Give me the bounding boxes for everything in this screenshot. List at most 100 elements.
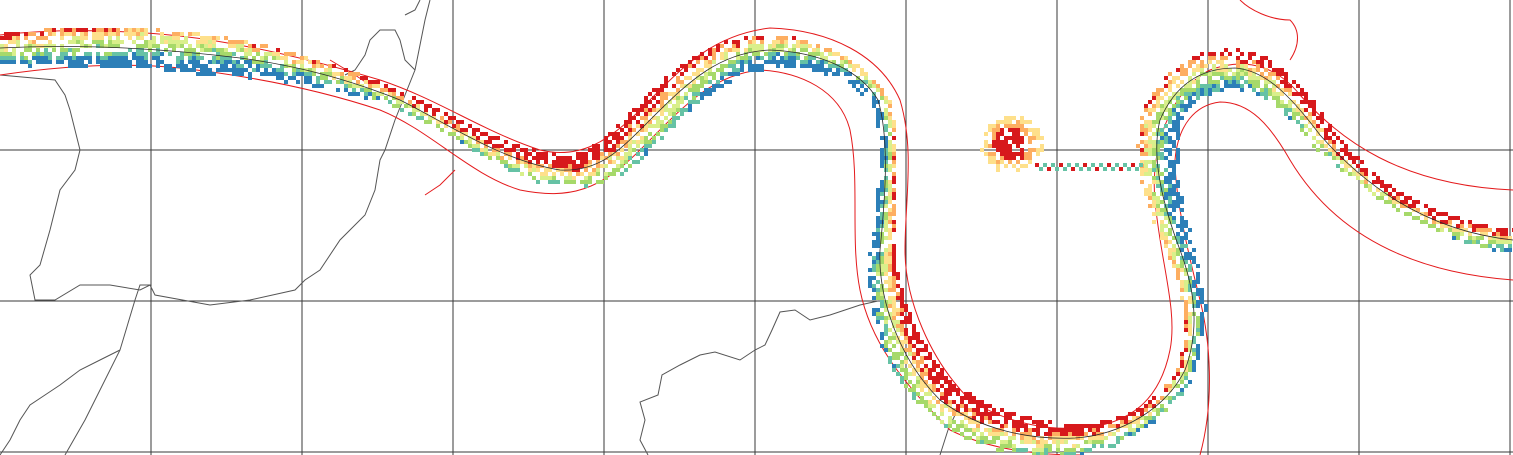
heatmap-cell bbox=[1160, 128, 1164, 132]
heatmap-cell bbox=[936, 388, 940, 392]
heatmap-cell bbox=[892, 316, 896, 320]
heatmap-cell bbox=[1040, 440, 1044, 444]
heatmap-cell bbox=[1172, 168, 1176, 172]
heatmap-cell bbox=[1224, 72, 1228, 76]
heatmap-cell bbox=[884, 220, 888, 224]
heatmap-cell bbox=[1500, 236, 1504, 240]
heatmap-cell bbox=[180, 52, 184, 56]
heatmap-cell bbox=[1184, 300, 1188, 304]
heatmap-cell bbox=[544, 168, 548, 172]
heatmap-cell bbox=[956, 392, 960, 396]
heatmap-cell bbox=[648, 124, 652, 128]
heatmap-cell bbox=[1156, 184, 1160, 188]
heatmap-cell bbox=[672, 120, 676, 124]
heatmap-cell bbox=[40, 52, 44, 56]
heatmap-cell bbox=[160, 60, 164, 64]
heatmap-cell bbox=[1172, 200, 1176, 204]
heatmap-cell bbox=[996, 436, 1000, 440]
heatmap-cell bbox=[1284, 72, 1288, 76]
heatmap-cell bbox=[1228, 84, 1232, 88]
heatmap-cell bbox=[1000, 144, 1004, 148]
heatmap-cell bbox=[580, 156, 584, 160]
heatmap-cell bbox=[924, 368, 928, 372]
heatmap-cell bbox=[1184, 344, 1188, 348]
heatmap-cell bbox=[1240, 52, 1244, 56]
heatmap-cell bbox=[1284, 112, 1288, 116]
heatmap-cell bbox=[232, 72, 236, 76]
heatmap-cell bbox=[512, 164, 516, 168]
heatmap-cell bbox=[1192, 336, 1196, 340]
heatmap-cell bbox=[420, 100, 424, 104]
heatmap-cell bbox=[1028, 160, 1032, 164]
heatmap-cell bbox=[1264, 96, 1268, 100]
heatmap-cell bbox=[1188, 96, 1192, 100]
heatmap-cell bbox=[1040, 452, 1044, 455]
heatmap-cell bbox=[1144, 124, 1148, 128]
heatmap-cell bbox=[636, 108, 640, 112]
heatmap-cell bbox=[1156, 148, 1160, 152]
heatmap-cell bbox=[1148, 112, 1152, 116]
heatmap-cell bbox=[1200, 64, 1204, 68]
heatmap-cell bbox=[988, 124, 992, 128]
heatmap-cell bbox=[1184, 348, 1188, 352]
heatmap-cell bbox=[1356, 156, 1360, 160]
heatmap-cell bbox=[940, 368, 944, 372]
heatmap-cell bbox=[1196, 88, 1200, 92]
heatmap-cell bbox=[308, 68, 312, 72]
heatmap-cell bbox=[1496, 240, 1500, 244]
heatmap-cell bbox=[1272, 88, 1276, 92]
heatmap-cell bbox=[244, 40, 248, 44]
heatmap-cell bbox=[1176, 68, 1180, 72]
heatmap-cell bbox=[1188, 100, 1192, 104]
heatmap-cell bbox=[1156, 92, 1160, 96]
heatmap-cell bbox=[868, 276, 872, 280]
heatmap-cell bbox=[1156, 176, 1160, 180]
heatmap-cell bbox=[1072, 432, 1076, 436]
heatmap-cell bbox=[1080, 428, 1084, 432]
heatmap-cell bbox=[1372, 192, 1376, 196]
heatmap-cell bbox=[1032, 420, 1036, 424]
heatmap-cell bbox=[92, 28, 96, 32]
heatmap-cell bbox=[168, 40, 172, 44]
heatmap-cell bbox=[144, 56, 148, 60]
heatmap-cell bbox=[1156, 116, 1160, 120]
heatmap-cell bbox=[164, 64, 168, 68]
heatmap-cell bbox=[1288, 92, 1292, 96]
heatmap-cell bbox=[640, 156, 644, 160]
heatmap-cell bbox=[196, 52, 200, 56]
heatmap-cell bbox=[568, 176, 572, 180]
heatmap-cell bbox=[1164, 388, 1168, 392]
heatmap-cell bbox=[652, 88, 656, 92]
heatmap-cell bbox=[568, 180, 572, 184]
heatmap-cell bbox=[888, 260, 892, 264]
heatmap-cell bbox=[716, 44, 720, 48]
heatmap-cell bbox=[128, 48, 132, 52]
heatmap-cell bbox=[276, 52, 280, 56]
heatmap-cell bbox=[792, 36, 796, 40]
heatmap-cell bbox=[72, 32, 76, 36]
heatmap-cell bbox=[1356, 164, 1360, 168]
heatmap-cell bbox=[804, 44, 808, 48]
heatmap-cell bbox=[876, 112, 880, 116]
heatmap-cell bbox=[88, 44, 92, 48]
heatmap-cell bbox=[896, 272, 900, 276]
heatmap-cell bbox=[1200, 68, 1204, 72]
heatmap-cell bbox=[512, 168, 516, 172]
heatmap-cell bbox=[872, 256, 876, 260]
heatmap-cell bbox=[688, 104, 692, 108]
heatmap-cell bbox=[488, 156, 492, 160]
heatmap-cell bbox=[992, 412, 996, 416]
heatmap-cell bbox=[828, 68, 832, 72]
heatmap-cell bbox=[200, 68, 204, 72]
heatmap-cell bbox=[536, 180, 540, 184]
heatmap-cell bbox=[1300, 92, 1304, 96]
heatmap-cell bbox=[1012, 132, 1016, 136]
heatmap-cell bbox=[1168, 384, 1172, 388]
heatmap-cell bbox=[184, 68, 188, 72]
heatmap-cell bbox=[1168, 252, 1172, 256]
heatmap-cell bbox=[920, 348, 924, 352]
heatmap-cell bbox=[1268, 76, 1272, 80]
heatmap-cell bbox=[1288, 104, 1292, 108]
heatmap-cell bbox=[892, 308, 896, 312]
